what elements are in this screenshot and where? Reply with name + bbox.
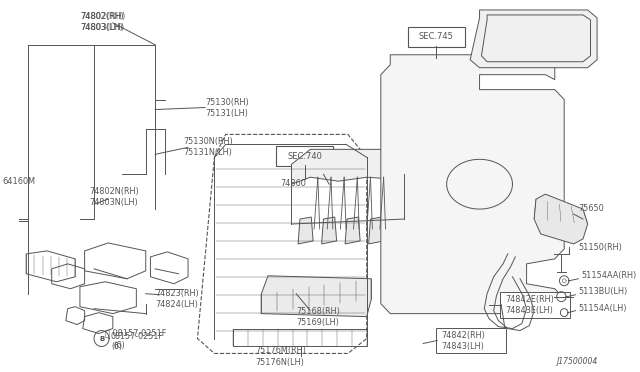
Text: 75130N(RH)
75131N(LH): 75130N(RH) 75131N(LH) — [184, 137, 233, 157]
Text: 08157-0251F: 08157-0251F — [111, 331, 164, 340]
Polygon shape — [261, 276, 371, 317]
Polygon shape — [534, 194, 588, 244]
Text: 5113BU(LH): 5113BU(LH) — [579, 287, 628, 296]
Text: 75176M(RH)
75176N(LH): 75176M(RH) 75176N(LH) — [256, 346, 307, 366]
Text: 74802N(RH)
74803N(LH): 74802N(RH) 74803N(LH) — [90, 187, 139, 207]
Text: 74823(RH)
74824(LH): 74823(RH) 74824(LH) — [155, 289, 199, 309]
Text: 51154A(LH): 51154A(LH) — [579, 304, 627, 313]
Text: SEC.745: SEC.745 — [419, 32, 454, 41]
FancyBboxPatch shape — [500, 292, 570, 318]
Polygon shape — [345, 217, 360, 244]
Polygon shape — [321, 217, 337, 244]
Text: 51154AA(RH): 51154AA(RH) — [581, 271, 636, 280]
Polygon shape — [298, 217, 313, 244]
FancyBboxPatch shape — [408, 27, 465, 47]
Text: 75168(RH)
75169(LH): 75168(RH) 75169(LH) — [296, 307, 340, 327]
Polygon shape — [381, 55, 564, 314]
Text: 51150(RH): 51150(RH) — [579, 243, 622, 252]
Text: 75130(RH)
75131(LH): 75130(RH) 75131(LH) — [205, 97, 249, 118]
Polygon shape — [470, 10, 597, 68]
Text: Ⓑ 08157-0251F: Ⓑ 08157-0251F — [106, 328, 166, 337]
Text: B: B — [99, 336, 104, 341]
Text: 64160M: 64160M — [2, 177, 35, 186]
FancyBboxPatch shape — [436, 328, 506, 353]
Text: SEC.740: SEC.740 — [287, 152, 322, 161]
Text: 74802(RH)
74803(LH): 74802(RH) 74803(LH) — [80, 12, 125, 32]
Text: 74802(RH)
74803(LH): 74802(RH) 74803(LH) — [80, 12, 124, 32]
Text: 75650: 75650 — [579, 204, 604, 213]
Text: J17500004: J17500004 — [556, 357, 597, 366]
Text: 74860: 74860 — [280, 179, 306, 188]
Polygon shape — [291, 149, 404, 184]
Text: (6): (6) — [111, 341, 122, 350]
Polygon shape — [369, 217, 383, 244]
FancyBboxPatch shape — [276, 146, 333, 166]
Text: 74842E(RH)
74843E(LH): 74842E(RH) 74843E(LH) — [505, 295, 554, 315]
Text: (6): (6) — [113, 340, 125, 350]
Text: 74842(RH)
74843(LH): 74842(RH) 74843(LH) — [441, 331, 485, 351]
